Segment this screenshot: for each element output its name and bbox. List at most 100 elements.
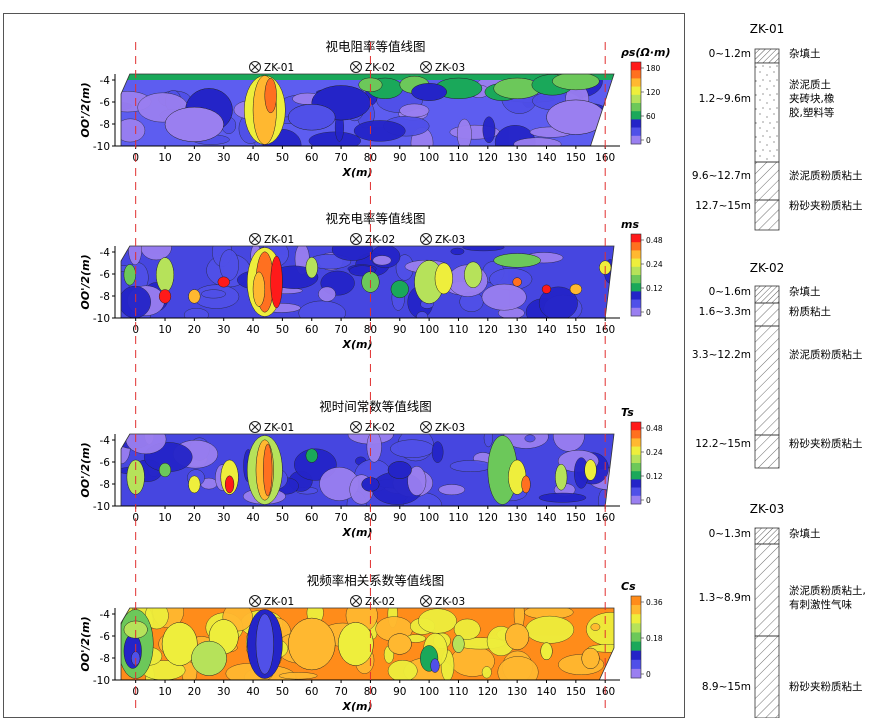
x-tick-label: 140 [536,512,556,524]
panel-title: 视时间常数等值线图 [319,399,432,414]
layer-description: 有刺激性气味 [789,598,852,611]
layer-description: 粉砂夹粉质粘土 [789,437,863,450]
y-tick-label: -10 [93,501,110,513]
x-tick-label: 50 [276,686,289,698]
layer-description: 夹砖块,橡 [789,92,835,105]
layer-depth: 12.2~15m [695,438,751,450]
contour-fill [121,434,614,506]
x-tick-label: 140 [536,686,556,698]
x-tick-label: 130 [507,686,527,698]
colorbar-tick-label: 0.48 [646,236,663,245]
x-tick-label: 10 [158,152,171,164]
colorbar-tick-label: 0.12 [646,284,663,293]
colorbar-tick-label: 0 [646,308,651,317]
x-tick-label: 70 [334,324,347,336]
layer-description: 淤泥质粉质粘土 [789,169,863,182]
layer-description: 杂填土 [789,527,821,540]
x-tick-label: 140 [536,152,556,164]
borehole-marker-zk-02: ZK-02 [350,421,395,434]
borehole-layer [754,635,780,718]
y-axis-label: OO'/2(m) [79,254,92,309]
x-axis-label: X(m) [342,700,373,713]
y-tick-label: -6 [100,631,111,643]
y-tick-label: -8 [100,653,110,665]
borehole-marker-zk-03: ZK-03 [420,421,465,434]
x-tick-label: 110 [448,686,468,698]
x-tick-label: 130 [507,512,527,524]
borehole-layer [754,199,780,231]
borehole-marker-zk-01: ZK-01 [249,421,294,434]
layer-depth: 1.3~8.9m [699,592,751,604]
borehole-marker-zk-01: ZK-01 [249,61,294,74]
layer-depth: 0~1.3m [709,528,751,540]
borehole-log-zk-02: ZK-02 0~1.6m 杂填土 1.6~3.3m 粉质粘土 3.3~12.2m 淤泥质粉质… [692,261,863,469]
layer-depth: 0~1.2m [709,48,751,60]
x-tick-label: 50 [276,324,289,336]
x-tick-label: 20 [188,152,201,164]
x-tick-label: 30 [217,152,230,164]
x-tick-label: 30 [217,512,230,524]
y-tick-label: -8 [100,291,110,303]
x-tick-label: 60 [305,152,318,164]
x-tick-label: 100 [419,324,439,336]
x-tick-label: 10 [158,686,171,698]
colorbar: 180 120 60 0 ρs(Ω·m) [621,46,670,145]
x-tick-label: 120 [478,512,498,524]
y-tick-label: -6 [100,269,111,281]
x-tick-label: 90 [393,512,406,524]
panel-title: 视频率相关系数等值线图 [307,573,445,588]
layer-description: 粉砂夹粉质粘土 [789,199,863,212]
colorbar-tick-label: 180 [646,64,661,73]
x-tick-label: 10 [158,512,171,524]
y-tick-label: -6 [100,457,111,469]
y-tick-label: -4 [100,247,111,259]
colorbar: 0.36 0.18 0 Cs [621,580,663,679]
borehole-layer [754,48,780,64]
panel-axes: -4-6-8-100102030405060708090100110120130… [79,434,620,539]
borehole-log-zk-03: ZK-03 0~1.3m 杂填土 1.3~8.9m 淤泥质粉质粘土,有刺激性气味 8.9~… [699,502,866,718]
x-tick-label: 150 [566,324,586,336]
contour-fill [121,246,614,318]
borehole-marker-label: ZK-03 [435,234,465,246]
x-tick-label: 40 [246,512,259,524]
y-tick-label: -6 [100,97,111,109]
contour-panel-3: 视时间常数等值线图 ZK-01 ZK-02 ZK-03 -4 -6 -8 -10 0 10 20 30… [79,399,663,539]
borehole-marker-label: ZK-01 [264,62,294,74]
borehole-layer [754,434,780,469]
x-tick-label: 120 [478,686,498,698]
contour-panel-2: 视充电率等值线图 ZK-01 ZK-02 ZK-03 -4 -6 -8 -10 0 10 20 30 4… [79,211,663,351]
x-tick-label: 150 [566,512,586,524]
layer-description: 淤泥质粉质粘土 [789,348,863,361]
borehole-marker-label: ZK-03 [435,422,465,434]
x-tick-label: 150 [566,686,586,698]
x-axis-label: X(m) [342,526,373,539]
borehole-marker-label: ZK-03 [435,596,465,608]
colorbar-tick-label: 0.36 [646,598,663,607]
borehole-layer [754,325,780,436]
contour-figure: 视电阻率等值线图 ZK-01 ZK-02 ZK-03 -4 -6 -8 -10 0 10 20 30 4… [79,39,670,714]
contour-panel-4: 视频率相关系数等值线图 ZK-01 ZK-02 ZK-03 -4 -6 -8 -10 0 10 20… [79,573,663,713]
y-axis-label: OO'/2(m) [79,442,92,497]
colorbar-tick-label: 0.18 [646,634,663,643]
colorbar-tick-label: 0.24 [646,448,663,457]
x-tick-label: 90 [393,324,406,336]
borehole-marker-label: ZK-02 [365,62,395,74]
x-tick-label: 110 [448,324,468,336]
y-tick-label: -8 [100,479,110,491]
borehole-marker-zk-03: ZK-03 [420,595,465,608]
borehole-layer [754,543,780,637]
x-tick-label: 110 [448,152,468,164]
borehole-marker-zk-02: ZK-02 [350,233,395,246]
borehole-marker-label: ZK-02 [365,596,395,608]
y-tick-label: -4 [100,435,111,447]
layer-description: 淤泥质粉质粘土, [789,584,866,597]
borehole-marker-zk-03: ZK-03 [420,61,465,74]
colorbar-tick-label: 120 [646,88,661,97]
layer-description: 淤泥质土 [789,78,831,91]
colorbar: 0.48 0.24 0.12 0 Ts [621,406,663,505]
y-axis-label: OO'/2(m) [79,616,92,671]
borehole-marker-zk-02: ZK-02 [350,595,395,608]
borehole-layer [754,302,780,327]
layer-depth: 9.6~12.7m [692,170,751,182]
borehole-title: ZK-01 [750,22,784,36]
